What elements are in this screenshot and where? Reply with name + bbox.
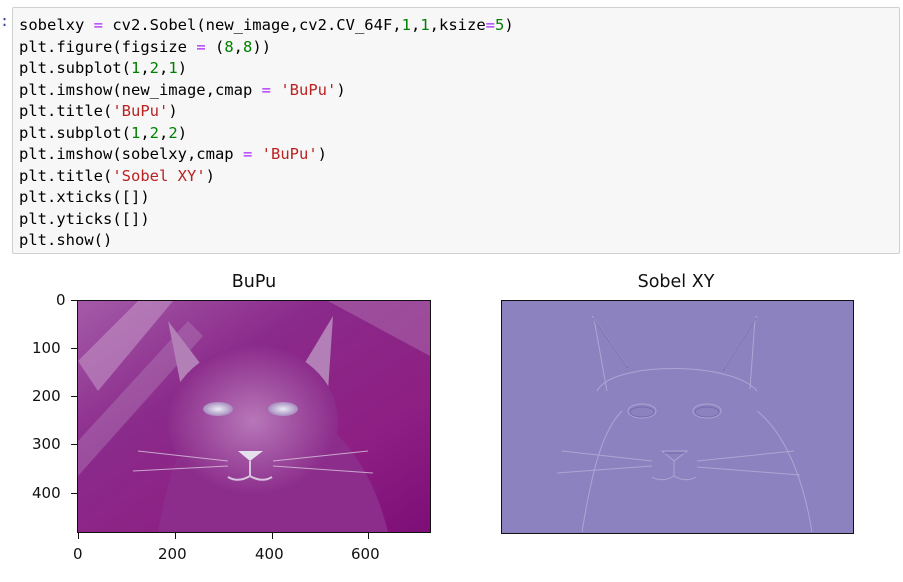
left-xtick-label: 200 — [158, 545, 187, 563]
code-token: plt.subplot( — [19, 123, 131, 142]
code-token: ) — [177, 123, 188, 142]
left-ytick-mark-2 — [71, 396, 77, 397]
left-xtick-label: 600 — [351, 545, 380, 563]
code-line: plt.title('BuPu') — [19, 101, 514, 123]
code-line: plt.imshow(sobelxy,cmap = 'BuPu') — [19, 144, 514, 166]
cell-prompt: : — [0, 12, 10, 30]
code-token: , — [233, 37, 244, 56]
code-token: plt.title( — [19, 166, 113, 185]
right-plot-title: Sobel XY — [637, 272, 715, 292]
left-ytick-label: 0 — [56, 291, 66, 309]
code-line: sobelxy = cv2.Sobel(new_image,cv2.CV_64F… — [19, 15, 514, 37]
code-token: )) — [252, 37, 272, 56]
code-cell[interactable]: sobelxy = cv2.Sobel(new_image,cv2.CV_64F… — [12, 7, 900, 254]
left-ytick-mark-0 — [71, 300, 77, 301]
code-token: 1 — [168, 59, 178, 77]
code-token: plt.xticks([]) — [19, 188, 150, 206]
code-token: , — [140, 59, 150, 77]
left-ytick-label: 300 — [32, 435, 61, 453]
code-token: plt.title( — [19, 102, 113, 120]
code-token: 8 — [224, 37, 234, 56]
code-line: plt.xticks([]) — [19, 187, 514, 209]
code-token: ( — [205, 37, 225, 56]
code-token: 'BuPu' — [280, 80, 337, 99]
code-token — [252, 145, 261, 163]
code-line: plt.show() — [19, 230, 514, 252]
code-line: plt.yticks([]) — [19, 209, 514, 231]
code-token: , — [159, 123, 169, 142]
right-plot-axes — [501, 300, 854, 534]
code-token: = — [93, 16, 103, 34]
left-xtick-mark-0 — [78, 533, 79, 539]
code-token: 1 — [130, 59, 141, 77]
code-token: 1 — [420, 16, 430, 34]
code-token: = — [485, 16, 495, 34]
left-ytick-mark-3 — [71, 444, 77, 445]
left-ytick-label: 100 — [32, 339, 61, 357]
left-plot-title: BuPu — [231, 272, 277, 292]
code-token: ) — [205, 166, 215, 185]
code-token: ) — [336, 80, 346, 99]
code-line: plt.title('Sobel XY') — [19, 166, 514, 188]
code-token: = — [261, 80, 271, 99]
code-token: 2 — [149, 59, 160, 77]
code-token: 2 — [168, 123, 178, 142]
code-token: ) — [168, 102, 178, 120]
code-token: plt.subplot( — [19, 59, 131, 77]
code-line: plt.subplot(1,2,1) — [19, 58, 514, 80]
code-token: cv2.Sobel(new_image,cv2.CV_64F, — [103, 16, 402, 34]
left-ytick-mark-1 — [71, 348, 77, 349]
left-ytick-mark-4 — [71, 493, 77, 494]
code-token: 1 — [401, 16, 411, 34]
left-xtick-mark-2 — [272, 533, 273, 539]
code-token: = — [242, 145, 253, 163]
cat-image-sobel — [502, 301, 853, 533]
code-token: plt.show() — [19, 231, 113, 249]
code-token: sobelxy — [19, 16, 94, 34]
left-xtick-label: 0 — [73, 545, 83, 563]
code-token: ) — [504, 16, 514, 34]
code-token: plt.yticks([]) — [19, 209, 150, 228]
left-xtick-label: 400 — [255, 545, 284, 563]
code-token: ,ksize — [429, 16, 486, 34]
code-token: 'BuPu' — [261, 145, 318, 163]
code-token: plt.imshow(sobelxy,cmap — [19, 145, 243, 163]
code-line: plt.figure(figsize = (8,8)) — [19, 37, 514, 59]
left-ytick-label: 200 — [32, 387, 61, 405]
cat-image-bupu — [78, 301, 430, 532]
left-plot-axes — [77, 300, 431, 533]
left-ytick-label: 400 — [32, 484, 61, 502]
code-token: , — [140, 123, 150, 142]
code-token: 'Sobel XY' — [112, 166, 206, 185]
code-token: ) — [177, 59, 188, 77]
code-token: , — [159, 59, 169, 77]
code-editor[interactable]: sobelxy = cv2.Sobel(new_image,cv2.CV_64F… — [19, 15, 514, 252]
code-token: 2 — [149, 123, 160, 142]
code-token: plt.figure(figsize — [19, 37, 197, 56]
code-line: plt.imshow(new_image,cmap = 'BuPu') — [19, 80, 514, 102]
code-token — [271, 81, 280, 99]
code-token: 5 — [495, 16, 505, 34]
code-token: ) — [317, 145, 327, 163]
code-token: 8 — [243, 37, 253, 56]
code-token: 1 — [130, 123, 141, 142]
left-xtick-mark-3 — [368, 533, 369, 539]
code-token: , — [410, 16, 421, 34]
code-token: 'BuPu' — [112, 102, 169, 120]
code-line: plt.subplot(1,2,2) — [19, 123, 514, 145]
code-token: plt.imshow(new_image,cmap — [19, 80, 262, 99]
code-token: = — [196, 37, 206, 56]
left-xtick-mark-1 — [175, 533, 176, 539]
